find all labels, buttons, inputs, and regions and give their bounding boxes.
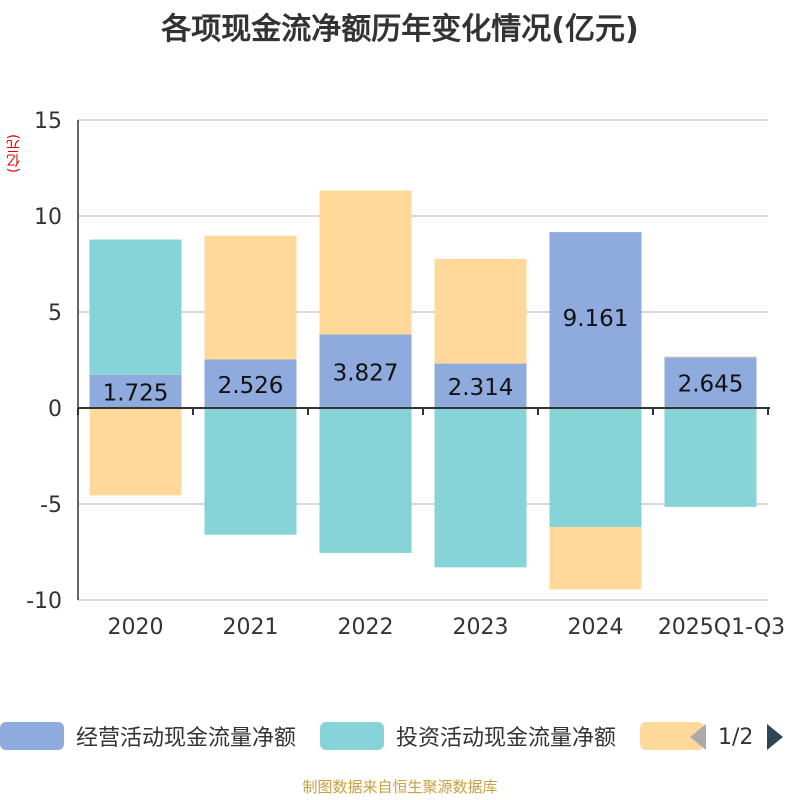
legend-item-operating[interactable]: 经营活动现金流量净额: [0, 716, 296, 756]
bar-operating-2022: [319, 334, 412, 408]
legend-prev-page-icon[interactable]: [690, 724, 706, 750]
x-tick-label: 2021: [223, 615, 279, 640]
bar-operating-2025Q1-Q3: [664, 357, 757, 408]
chart-title: 各项现金流净额历年变化情况(亿元): [161, 12, 639, 47]
bar-financing-2025Q1-Q3: [664, 356, 757, 358]
data-label-2020: 1.725: [103, 380, 169, 406]
x-tick-label: 2023: [453, 615, 509, 640]
bar-investing-2025Q1-Q3: [664, 408, 757, 507]
y-tick-label: -10: [26, 589, 62, 614]
x-tick-label: 2025Q1-Q3: [658, 615, 785, 640]
legend-page-indicator: 1/2: [718, 724, 754, 750]
y-tick-label: 5: [48, 301, 62, 326]
y-tick-label: 0: [48, 397, 62, 422]
legend-label-investing: 投资活动现金流量净额: [396, 726, 617, 751]
bar-financing-2024: [549, 527, 642, 590]
source-footer: 制图数据来自恒生聚源数据库: [302, 778, 498, 796]
bar-investing-2023: [434, 408, 527, 568]
x-tick-label: 2020: [108, 615, 164, 640]
bar-investing-2020: [89, 239, 182, 375]
bar-financing-2021: [204, 235, 297, 360]
y-tick-label: 15: [34, 109, 62, 134]
legend-pager: 1/2: [690, 720, 800, 754]
legend: 经营活动现金流量净额 投资活动现金流量净额 1/2: [0, 716, 800, 756]
data-label-2025Q1-Q3: 2.645: [678, 372, 744, 398]
bar-investing-2021: [204, 408, 297, 535]
legend-swatch-investing: [320, 722, 384, 750]
bar-financing-2022: [319, 190, 412, 335]
data-label-2022: 3.827: [333, 360, 399, 386]
data-label-2024: 9.161: [563, 306, 629, 332]
bar-operating-2024: [549, 232, 642, 408]
x-tick-label: 2022: [338, 615, 394, 640]
bar-investing-2022: [319, 408, 412, 553]
y-tick-label: -5: [40, 493, 62, 518]
bar-operating-2023: [434, 363, 527, 408]
legend-next-page-icon[interactable]: [767, 724, 784, 750]
bar-chart: -10 -5 0 5 10 15 1.725 2.526 3.827 2.314 9.161 2.64…: [26, 109, 785, 640]
bar-operating-2020: [89, 374, 182, 408]
data-label-2023: 2.314: [448, 375, 514, 401]
y-tick-label: 10: [34, 205, 62, 230]
legend-label-operating: 经营活动现金流量净额: [76, 726, 297, 751]
x-tick-label: 2024: [568, 615, 624, 640]
bar-financing-2023: [434, 258, 527, 364]
bar-investing-2024: [549, 408, 642, 528]
legend-item-investing[interactable]: 投资活动现金流量净额: [320, 716, 616, 756]
bar-financing-2020: [89, 408, 182, 496]
legend-swatch-operating: [0, 722, 64, 750]
data-label-2021: 2.526: [218, 373, 284, 399]
bar-operating-2021: [204, 359, 297, 408]
